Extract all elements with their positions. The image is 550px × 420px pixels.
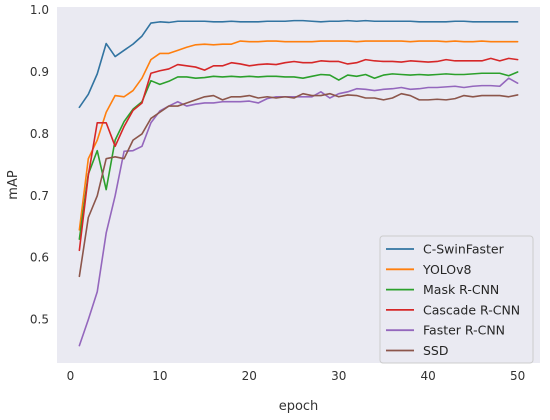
- series-line-4: [78, 77, 519, 347]
- y-tick-label: 0.6: [30, 251, 49, 265]
- x-tick-labels: 0 10 20 30 40 50: [67, 369, 526, 383]
- y-tick-label: 1.0: [30, 3, 49, 17]
- legend-label: YOLOv8: [422, 262, 472, 277]
- x-tick-label: 40: [421, 369, 436, 383]
- x-tick-label: 20: [242, 369, 257, 383]
- legend-label: Mask R-CNN: [423, 282, 499, 297]
- legend-label: SSD: [423, 343, 449, 358]
- series-line-2: [78, 71, 519, 240]
- series-line-0: [78, 19, 519, 109]
- legend-label: Cascade R-CNN: [423, 302, 520, 317]
- x-axis-label: epoch: [279, 399, 319, 414]
- legend-label: Faster R-CNN: [423, 323, 505, 338]
- y-tick-label: 0.5: [30, 313, 49, 327]
- x-tick-label: 50: [510, 369, 525, 383]
- y-axis-label: mAP: [6, 170, 21, 200]
- y-tick-labels: 0.5 0.6 0.7 0.8 0.9 1.0: [30, 3, 49, 327]
- y-tick-label: 0.8: [30, 127, 49, 141]
- series-line-3: [78, 57, 519, 252]
- y-tick-label: 0.9: [30, 65, 49, 79]
- x-tick-label: 10: [152, 369, 167, 383]
- legend-label: C-SwinFaster: [423, 242, 505, 257]
- x-tick-label: 30: [331, 369, 346, 383]
- series-lines: [78, 19, 519, 347]
- y-tick-label: 0.7: [30, 189, 49, 203]
- series-line-5: [78, 92, 519, 278]
- legend-box: [379, 235, 534, 364]
- series-line-1: [78, 40, 519, 231]
- x-tick-label: 0: [67, 369, 75, 383]
- legend: C-SwinFaster YOLOv8 Mask R-CNN Cascade R-CN…: [379, 235, 534, 364]
